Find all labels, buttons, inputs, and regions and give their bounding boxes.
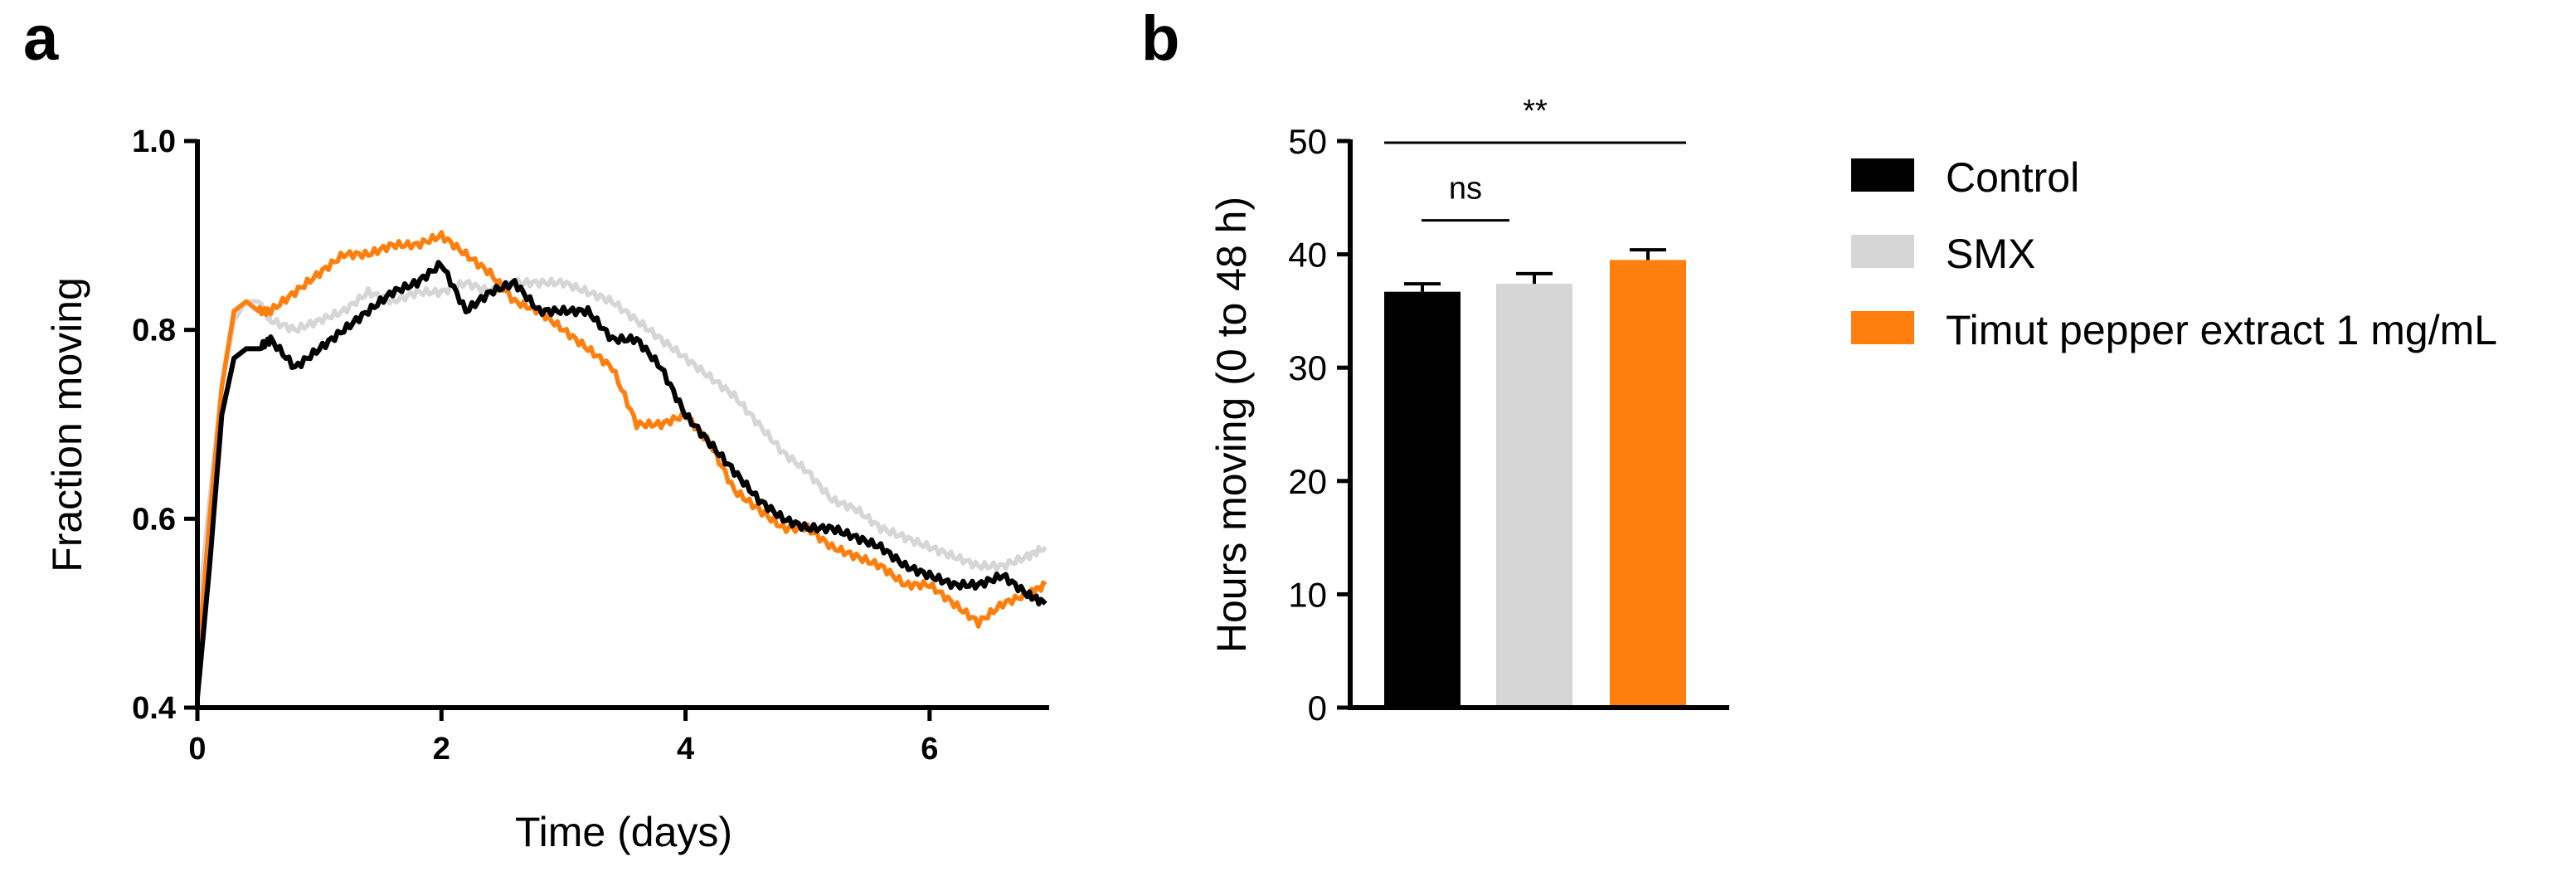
bar-chart-panel: 0 10 20 30 40 50 ns ** Hours moving (0 to 48 h… <box>1208 94 1729 728</box>
legend-label: Control <box>1946 154 2079 201</box>
y-tick-label: 10 <box>1288 575 1327 614</box>
panel-a-label: a <box>23 3 59 74</box>
legend-label: Timut pepper extract 1 mg/mL <box>1946 307 2497 353</box>
y-tick-label: 1.0 <box>132 124 176 159</box>
legend-swatch <box>1851 158 1914 192</box>
bar-chart-bars <box>1384 248 1686 708</box>
y-tick-label: 0.4 <box>132 691 176 726</box>
line-chart-y-title: Fraction moving <box>44 277 90 572</box>
series-line-timut-pepper-extract-1-mg-ml <box>195 230 1047 670</box>
legend-swatch <box>1851 311 1914 344</box>
bar-chart-y-title: Hours moving (0 to 48 h) <box>1208 197 1255 653</box>
bar-timut-pepper-extract-1-mg-ml <box>1610 260 1686 708</box>
line-chart-x-title: Time (days) <box>515 809 732 855</box>
bar-chart-ticks: 0 10 20 30 40 50 <box>1288 122 1350 728</box>
bar-control <box>1384 291 1461 708</box>
y-tick-label: 30 <box>1288 348 1327 387</box>
legend-label: SMX <box>1946 231 2035 277</box>
y-tick-label: 0.6 <box>132 502 176 537</box>
series-line-smx <box>195 276 1047 623</box>
x-tick-label: 0 <box>188 732 206 767</box>
bar-chart-significance: ns ** <box>1384 94 1686 222</box>
x-tick-label: 4 <box>677 732 694 767</box>
y-tick-label: 0.8 <box>132 314 176 348</box>
y-tick-label: 0 <box>1308 689 1327 728</box>
bar-smx <box>1496 284 1572 708</box>
panel-b-label: b <box>1141 3 1179 74</box>
line-chart-panel: 0.4 0.6 0.8 1.0 0 2 4 6 Time (days) Fraction mo… <box>44 124 1049 855</box>
line-chart-ticks: 0.4 0.6 0.8 1.0 0 2 4 6 <box>132 124 938 767</box>
significance-label: ns <box>1449 172 1482 207</box>
y-tick-label: 50 <box>1288 122 1327 161</box>
significance-label: ** <box>1523 94 1548 129</box>
x-tick-label: 6 <box>921 732 938 767</box>
x-tick-label: 2 <box>433 732 450 767</box>
series-line-control <box>195 260 1047 698</box>
legend: Control SMX Timut pepper extract 1 mg/mL <box>1851 154 2497 353</box>
y-tick-label: 40 <box>1288 236 1327 275</box>
legend-swatch <box>1851 235 1914 268</box>
line-chart-series <box>195 230 1047 698</box>
y-tick-label: 20 <box>1288 462 1327 501</box>
